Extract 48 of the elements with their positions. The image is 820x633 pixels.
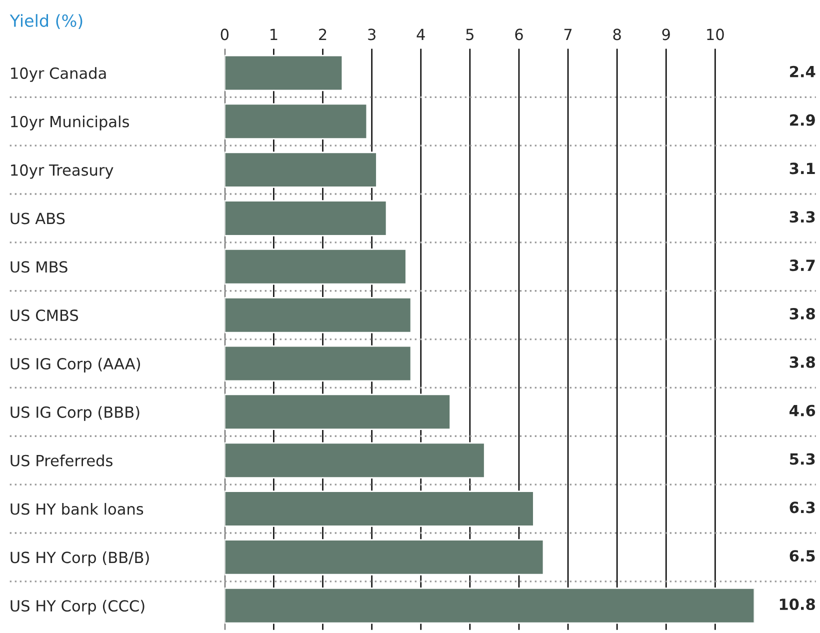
bar bbox=[224, 442, 486, 478]
x-tick-label: 0 bbox=[220, 28, 229, 40]
bar bbox=[224, 394, 451, 430]
y-tick-label: US HY bank loans bbox=[10, 502, 144, 515]
data-label: 3.8 bbox=[790, 308, 815, 320]
y-tick-label: US CMBS bbox=[10, 310, 78, 322]
data-label: 6.5 bbox=[790, 550, 815, 562]
y-tick-label: US IG Corp (AAA) bbox=[10, 358, 140, 372]
x-tick-label: 1 bbox=[270, 28, 278, 40]
y-tick-label: US ABS bbox=[10, 212, 65, 224]
bar bbox=[224, 539, 544, 576]
bar bbox=[224, 248, 407, 285]
data-label: 3.8 bbox=[790, 356, 815, 368]
text: Yield (%) bbox=[10, 14, 82, 29]
x-tick-label: 10 bbox=[707, 28, 724, 40]
x-tick-label: 9 bbox=[662, 28, 670, 40]
y-tick-label: US HY Corp (CCC) bbox=[10, 600, 144, 615]
bar bbox=[224, 103, 368, 140]
x-tick-label: 7 bbox=[564, 28, 572, 40]
bar bbox=[224, 54, 344, 92]
bar bbox=[224, 152, 378, 188]
data-label: 3.1 bbox=[790, 162, 815, 174]
x-tick-label: 5 bbox=[466, 28, 474, 40]
bar bbox=[224, 490, 534, 527]
y-tick-label: 10yr Canada bbox=[11, 67, 106, 82]
x-tick-label: 6 bbox=[515, 28, 523, 40]
data-label: 3.7 bbox=[790, 260, 815, 272]
x-tick-label: 4 bbox=[416, 28, 425, 40]
data-label: 6.3 bbox=[790, 502, 815, 514]
data-label: 2.9 bbox=[790, 114, 815, 126]
y-tick-label: US MBS bbox=[10, 261, 68, 273]
y-tick-label: 10yr Municipals bbox=[11, 116, 129, 130]
bar bbox=[224, 587, 754, 624]
y-tick-label: US Preferreds bbox=[10, 454, 112, 466]
y-tick-label: US HY Corp (BB/B) bbox=[10, 551, 149, 566]
bar bbox=[224, 200, 388, 236]
x-tick-label: 8 bbox=[613, 28, 621, 40]
x-tick-label: 3 bbox=[368, 28, 376, 40]
bar bbox=[224, 296, 412, 334]
y-tick-label: 10yr Treasury bbox=[11, 164, 114, 179]
data-label: 2.4 bbox=[790, 66, 816, 78]
bar bbox=[224, 345, 412, 382]
data-label: 5.3 bbox=[790, 453, 815, 465]
x-tick-label: 2 bbox=[319, 28, 326, 40]
data-label: 3.3 bbox=[790, 211, 815, 223]
data-label: 4.6 bbox=[790, 404, 816, 416]
data-label: 10.8 bbox=[780, 598, 815, 610]
y-tick-label: US IG Corp (BBB) bbox=[10, 406, 140, 421]
